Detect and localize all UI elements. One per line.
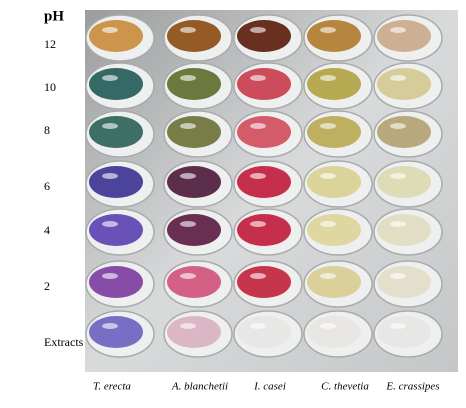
well-glare [320, 173, 336, 179]
well-glare [250, 173, 266, 179]
well-glare [250, 75, 266, 81]
well-glare [180, 123, 196, 129]
column-label: T. erecta [93, 381, 131, 393]
well-liquid [89, 116, 143, 148]
well-liquid [237, 316, 291, 348]
well-glare [250, 27, 266, 33]
well-glare [102, 75, 118, 81]
row-label: 4 [44, 223, 50, 237]
ph-title: pH [44, 8, 64, 24]
well-liquid [237, 214, 291, 246]
well-liquid [167, 68, 221, 100]
well-liquid [377, 316, 431, 348]
well-liquid [89, 68, 143, 100]
well-glare [320, 273, 336, 279]
well-glare [390, 75, 406, 81]
well-liquid [377, 68, 431, 100]
well-glare [102, 27, 118, 33]
well-liquid [307, 116, 361, 148]
well-glare [390, 323, 406, 329]
well-liquid [307, 214, 361, 246]
well-liquid [89, 266, 143, 298]
well-liquid [377, 116, 431, 148]
well-liquid [167, 316, 221, 348]
well-liquid [377, 20, 431, 52]
well-glare [102, 323, 118, 329]
well-glare [320, 27, 336, 33]
well-glare [250, 323, 266, 329]
well-glare [102, 273, 118, 279]
row-label: Extracts [44, 335, 84, 349]
row-label: 2 [44, 279, 50, 293]
well-liquid [167, 214, 221, 246]
well-glare [250, 221, 266, 227]
well-glare [180, 323, 196, 329]
well-liquid [89, 214, 143, 246]
well-glare [390, 173, 406, 179]
wells [85, 14, 443, 358]
well-liquid [167, 266, 221, 298]
well-liquid [237, 68, 291, 100]
well-liquid [307, 20, 361, 52]
well-glare [250, 273, 266, 279]
well-glare [320, 221, 336, 227]
row-label: 8 [44, 123, 50, 137]
well-liquid [307, 68, 361, 100]
row-label: 10 [44, 80, 56, 94]
row-label: 6 [44, 179, 50, 193]
well-liquid [307, 166, 361, 198]
well-glare [180, 221, 196, 227]
well-glare [320, 75, 336, 81]
column-label: C. thevetia [321, 381, 369, 393]
column-label: E. crassipes [385, 381, 439, 393]
well-glare [320, 323, 336, 329]
row-label: 12 [44, 37, 56, 51]
well-liquid [89, 166, 143, 198]
well-liquid [167, 20, 221, 52]
well-glare [390, 273, 406, 279]
well-liquid [89, 316, 143, 348]
well-liquid [89, 20, 143, 52]
well-liquid [237, 266, 291, 298]
well-glare [180, 27, 196, 33]
well-liquid [167, 166, 221, 198]
column-label: A. blanchetii [171, 381, 228, 393]
well-liquid [167, 116, 221, 148]
well-liquid [377, 214, 431, 246]
well-liquid [307, 316, 361, 348]
well-glare [390, 221, 406, 227]
well-glare [180, 75, 196, 81]
well-liquid [237, 166, 291, 198]
well-glare [102, 173, 118, 179]
well-glare [102, 123, 118, 129]
well-glare [390, 123, 406, 129]
well-glare [320, 123, 336, 129]
well-liquid [377, 166, 431, 198]
well-liquid [307, 266, 361, 298]
well-glare [390, 27, 406, 33]
well-glare [102, 221, 118, 227]
well-glare [180, 273, 196, 279]
well-glare [180, 173, 196, 179]
well-glare [250, 123, 266, 129]
well-liquid [237, 20, 291, 52]
column-label: I. casei [253, 381, 286, 393]
well-liquid [237, 116, 291, 148]
well-liquid [377, 266, 431, 298]
